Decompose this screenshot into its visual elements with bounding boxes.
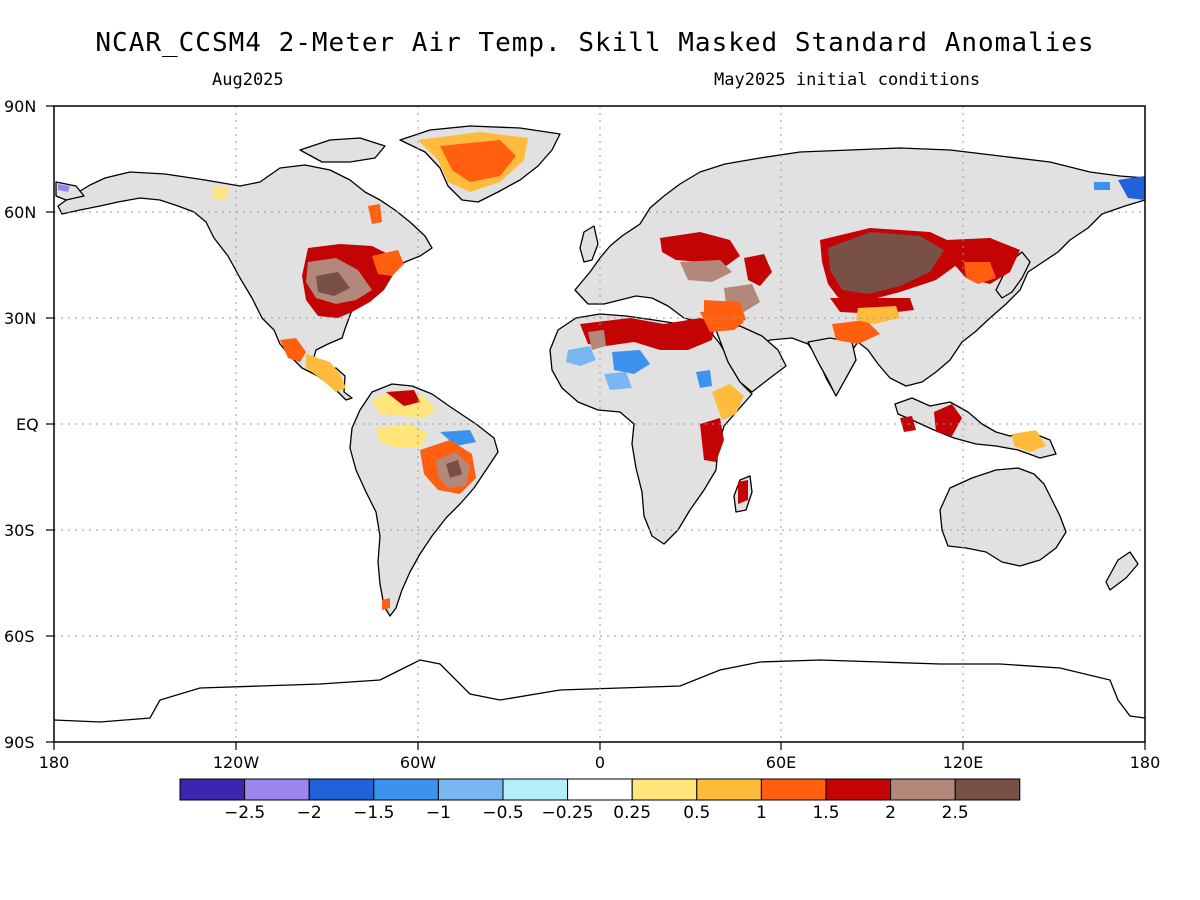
antarctica-coastline: [54, 659, 1145, 723]
colorbar-swatch-11: [890, 778, 956, 801]
anomaly-mongolia: [828, 232, 944, 294]
anomaly-eastern-europe: [660, 232, 740, 266]
anomaly-north-africa-ring: [588, 330, 606, 350]
axis-ticks: [46, 105, 1146, 750]
anomaly-bering: [1094, 182, 1110, 190]
lat-label-90s: 90S: [4, 733, 35, 752]
colorbar-label-6: 0.25: [613, 803, 651, 823]
anomaly-alaska-west: [58, 184, 70, 192]
anomaly-caspian: [744, 254, 772, 286]
anomaly-south-china: [856, 306, 900, 324]
colorbar-swatch-10: [825, 778, 892, 801]
anomaly-alaska: [212, 186, 228, 200]
colorbar-swatch-6: [567, 778, 633, 801]
colorbar-swatch-9: [760, 778, 827, 801]
australia-landmass: [939, 467, 1067, 567]
colorbar-swatch-5: [502, 778, 569, 801]
lat-label-eq: EQ: [16, 415, 39, 434]
new-zealand-islands: [1105, 551, 1139, 591]
colorbar: −2.5 −2 −1.5 −1 −0.5 −0.25 0.25 0.5 1 1.5 2 2.5: [179, 778, 1021, 823]
colorbar-label-1: −2: [297, 803, 322, 823]
british-isles: [579, 225, 599, 263]
anomaly-hudson: [368, 204, 382, 224]
colorbar-label-10: 2: [885, 803, 896, 823]
anomaly-eastern-us-peak: [316, 272, 350, 296]
anomaly-brazil-negative: [440, 430, 476, 446]
colorbar-label-5: −0.25: [542, 803, 594, 823]
valid-month-label: Aug2025: [212, 70, 284, 90]
anomaly-patagonia: [382, 598, 390, 610]
colorbar-label-9: 1.5: [812, 803, 839, 823]
colorbar-label-8: 1: [756, 803, 767, 823]
anomaly-korea: [964, 262, 996, 284]
anomaly-guiana: [386, 390, 420, 406]
arabia-landmass: [715, 325, 787, 393]
colorbar-label-11: 2.5: [942, 803, 969, 823]
lat-label-90n: 90N: [4, 97, 36, 116]
anomaly-brazil-peak: [446, 460, 462, 478]
lat-label-30s: 30S: [4, 521, 35, 540]
lat-lon-grid: [54, 106, 1145, 742]
anomaly-madagascar: [738, 480, 748, 504]
lon-label-180e: 180: [1130, 753, 1161, 772]
anomaly-central-america: [306, 354, 346, 392]
lon-label-60w: 60W: [400, 753, 436, 772]
colorbar-swatch-8: [696, 778, 762, 801]
map-layers: [54, 106, 1145, 742]
anomaly-greenland-core: [440, 140, 516, 182]
anomaly-black-sea: [680, 260, 732, 282]
anomaly-east-africa-north: [712, 384, 744, 420]
anomaly-mexico: [280, 338, 306, 362]
anomaly-new-guinea: [1012, 430, 1046, 452]
colorbar-swatch-0: [179, 778, 246, 801]
colorbar-label-3: −1: [426, 803, 451, 823]
colorbar-swatch-7: [631, 778, 698, 801]
colorbar-swatch-2: [308, 778, 375, 801]
chart-title: NCAR_CCSM4 2-Meter Air Temp. Skill Maske…: [95, 28, 1095, 58]
colorbar-label-7: 0.5: [683, 803, 710, 823]
anomaly-sahel-east: [604, 372, 632, 390]
lon-label-120e: 120E: [943, 753, 984, 772]
anomaly-middle-east-warm: [704, 300, 746, 326]
anomaly-amazon-central: [376, 424, 428, 448]
lat-label-60n: 60N: [4, 203, 36, 222]
colorbar-swatch-1: [244, 778, 310, 801]
colorbar-swatch-12: [954, 778, 1021, 801]
lon-label-0: 0: [595, 753, 605, 772]
lon-label-120w: 120W: [213, 753, 260, 772]
anomaly-north-africa: [580, 318, 716, 350]
lat-label-30n: 30N: [4, 309, 36, 328]
anomaly-north-india: [832, 320, 880, 344]
anomaly-sahel-west: [566, 346, 596, 366]
colorbar-label-4: −0.5: [482, 803, 523, 823]
colorbar-swatch-4: [437, 778, 504, 801]
colorbar-swatch-3: [373, 778, 439, 801]
lat-label-60s: 60S: [4, 627, 35, 646]
anomaly-sahel-far-east: [696, 370, 712, 388]
colorbar-label-2: −1.5: [353, 803, 394, 823]
colorbar-label-0: −2.5: [224, 803, 265, 823]
anomaly-northeast-us: [372, 250, 404, 276]
lon-label-180w: 180: [39, 753, 70, 772]
anomaly-borneo: [934, 404, 962, 436]
lon-label-60e: 60E: [766, 753, 796, 772]
anomaly-far-east-russia: [1118, 176, 1145, 200]
anomaly-east-africa: [700, 418, 724, 462]
anomaly-northeast-china: [946, 238, 1020, 284]
anomaly-overlays: [58, 132, 1145, 610]
anomaly-sahel-central: [612, 350, 650, 374]
arctic-islands: [299, 137, 386, 163]
init-conditions-label: May2025 initial conditions: [714, 70, 981, 90]
japan-islands: [995, 251, 1031, 299]
